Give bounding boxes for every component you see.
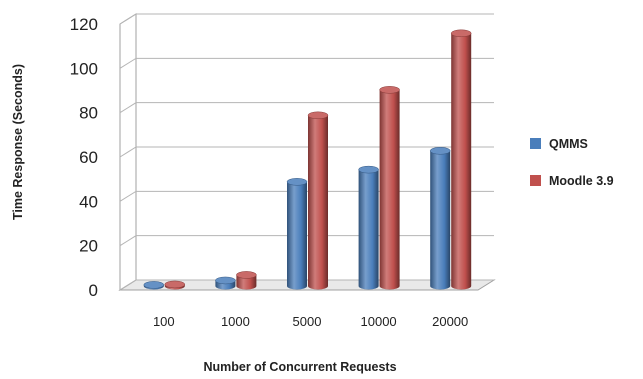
x-tick-label: 1000 (221, 314, 250, 329)
x-tick-label: 20000 (432, 314, 468, 329)
legend-label: Moodle 3.9 (549, 174, 614, 188)
gridline (119, 146, 494, 158)
bar-moodle-3-9-10000 (379, 86, 400, 290)
bar-qmms-1000 (215, 276, 236, 290)
y-axis-title: Time Response (Seconds) (11, 64, 25, 220)
y-tick-label: 40 (79, 192, 98, 211)
gridline (119, 102, 494, 114)
bars (143, 29, 472, 290)
legend-swatch (530, 138, 541, 149)
bar-qmms-20000 (429, 147, 451, 290)
bar-qmms-100 (143, 281, 165, 290)
y-tick-label: 0 (89, 281, 98, 300)
x-tick-label: 100 (153, 314, 175, 329)
y-tick-label: 120 (70, 15, 98, 34)
bar-qmms-5000 (286, 178, 308, 290)
bar-moodle-3-9-1000 (236, 271, 257, 290)
bar-moodle-3-9-100 (164, 280, 186, 290)
y-tick-label: 60 (79, 148, 98, 167)
gridline (119, 13, 494, 25)
x-tick-label: 5000 (293, 314, 322, 329)
legend-item: Moodle 3.9 (530, 174, 614, 188)
y-axis-ticks: 0 20 40 60 80 100 120 (70, 15, 98, 300)
y-tick-label: 100 (70, 59, 98, 78)
legend-swatch (530, 175, 541, 186)
x-axis-title: Number of Concurrent Requests (203, 360, 396, 374)
y-tick-label: 20 (79, 237, 98, 256)
gridline (119, 57, 494, 69)
x-tick-label: 10000 (361, 314, 397, 329)
legend: QMMS Moodle 3.9 (530, 137, 614, 188)
bar-moodle-3-9-5000 (307, 111, 329, 290)
legend-item: QMMS (530, 137, 588, 151)
bar-qmms-10000 (358, 165, 379, 290)
x-axis-ticks: 100 1000 5000 10000 20000 (153, 314, 468, 329)
y-tick-label: 80 (79, 104, 98, 123)
bar-moodle-3-9-20000 (450, 29, 472, 290)
legend-label: QMMS (549, 137, 588, 151)
